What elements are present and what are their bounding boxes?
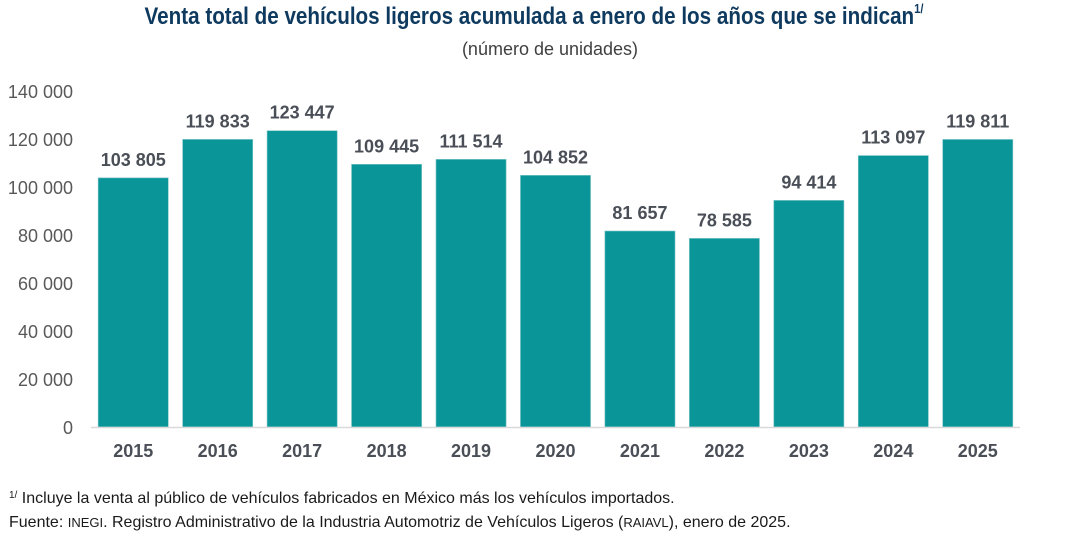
bars (97, 130, 1014, 428)
chart-title: Venta total de vehículos ligeros acumula… (75, 1, 993, 31)
data-label-2022: 78 585 (697, 210, 752, 230)
data-label-2017: 123 447 (270, 103, 335, 123)
bar-2024 (857, 155, 929, 428)
y-tick-label: 120 000 (8, 130, 73, 150)
bar-2015 (97, 177, 169, 428)
x-tick-label: 2016 (198, 441, 238, 461)
x-axis: 2015 2016 2017 2018 2019 2020 2021 2022 2023 2024… (91, 426, 1020, 461)
data-label-2020: 104 852 (523, 147, 588, 167)
x-tick-label: 2023 (789, 441, 829, 461)
y-axis: 0 20 000 40 000 60 000 80 000 100 000 120 000 1… (8, 82, 73, 438)
footnote-note: 1/ Incluye la venta al público de vehícu… (9, 490, 675, 508)
bar-chart: 0 20 000 40 000 60 000 80 000 100 000 120 000 1… (8, 82, 1020, 461)
bar-2017 (266, 130, 338, 428)
title-footnote-marker: 1/ (914, 1, 924, 16)
y-tick-label: 80 000 (18, 226, 73, 246)
source-prefix: Fuente: (9, 514, 68, 531)
data-label-2018: 109 445 (354, 136, 419, 156)
source-text: . Registro Administrativo de la Industri… (103, 514, 624, 531)
data-label-2023: 94 414 (781, 172, 836, 192)
source-acronym: RAIAVL (623, 515, 669, 530)
data-label-2021: 81 657 (612, 203, 667, 223)
x-tick-label: 2019 (451, 441, 491, 461)
bar-2018 (351, 164, 422, 428)
x-tick-label: 2020 (535, 441, 575, 461)
bar-2021 (604, 230, 676, 428)
data-labels: 103 805 119 833 123 447 109 445 111 514 104 8… (101, 103, 1010, 231)
x-tick-label: 2017 (282, 441, 322, 461)
x-tick-label: 2021 (620, 441, 660, 461)
x-tick-label: 2024 (873, 441, 913, 461)
data-label-2024: 113 097 (861, 128, 925, 148)
chart-title-text: Venta total de vehículos ligeros acumula… (144, 3, 915, 30)
source-text-end: ), enero de 2025. (668, 514, 791, 531)
x-tick-label: 2022 (704, 441, 744, 461)
x-tick-label: 2015 (113, 441, 153, 461)
data-label-2019: 111 514 (439, 131, 502, 151)
y-tick-label: 20 000 (18, 370, 73, 390)
source-org: INEGI (67, 515, 104, 530)
data-label-2025: 119 811 (946, 111, 1009, 131)
data-label-2016: 119 833 (186, 111, 250, 131)
bar-2025 (942, 139, 1014, 428)
footnote-text: Incluye la venta al público de vehículos… (17, 490, 675, 507)
bar-2019 (435, 159, 507, 428)
x-tick-label: 2025 (958, 441, 998, 461)
bar-2023 (773, 200, 845, 428)
y-tick-label: 140 000 (8, 82, 73, 102)
footnote-marker: 1/ (9, 490, 18, 501)
chart-subtitle: (número de unidades) (461, 39, 639, 59)
y-tick-label: 60 000 (18, 274, 73, 294)
y-tick-label: 0 (63, 418, 73, 438)
bar-2020 (520, 175, 591, 428)
footnote-source: Fuente: INEGI. Registro Administrativo d… (9, 514, 791, 532)
y-tick-label: 40 000 (18, 322, 73, 342)
x-tick-label: 2018 (367, 441, 407, 461)
bar-2016 (182, 139, 254, 428)
y-tick-label: 100 000 (8, 178, 73, 198)
bar-2022 (689, 238, 760, 428)
data-label-2015: 103 805 (101, 150, 166, 170)
